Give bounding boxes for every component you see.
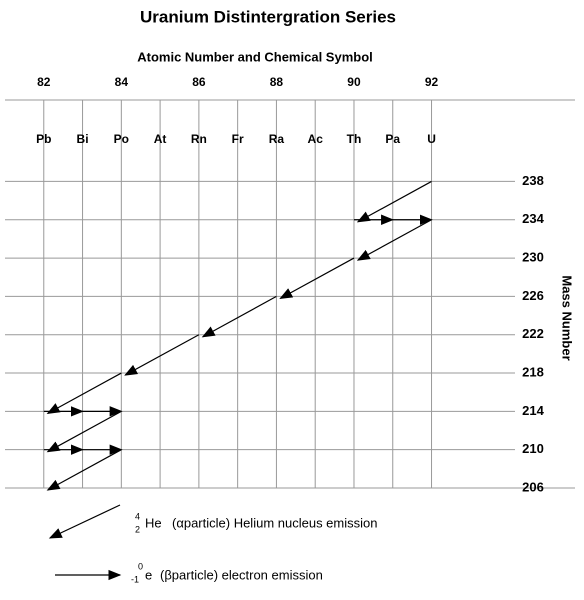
alpha-legend-arrow: [48, 504, 121, 539]
y-tick-label: 230: [522, 250, 544, 265]
x-tick-label: 84: [115, 75, 129, 89]
x-tick-label: 82: [37, 75, 51, 89]
x-tick-label: 88: [270, 75, 284, 89]
element-symbol: At: [154, 132, 167, 146]
x-tick-label: 86: [192, 75, 206, 89]
alpha-sub: 2: [135, 524, 140, 534]
element-symbol: Fr: [232, 132, 244, 146]
y-tick-label: 238: [522, 173, 544, 188]
y-tick-label: 222: [522, 326, 544, 341]
alpha-arrow: [46, 410, 122, 453]
alpha-sup: 4: [135, 511, 140, 521]
y-tick-label: 210: [522, 441, 544, 456]
y-tick-label: 234: [522, 211, 544, 226]
element-symbol: Bi: [77, 132, 89, 146]
beta-symbol: e: [145, 567, 152, 582]
element-symbol: Ra: [269, 132, 285, 146]
alpha-arrow: [46, 449, 122, 491]
element-symbol: Po: [114, 132, 129, 146]
y-tick-label: 218: [522, 364, 544, 379]
element-symbol: Pb: [36, 132, 51, 146]
x-axis-label: Atomic Number and Chemical Symbol: [137, 49, 373, 64]
y-tick-label: 226: [522, 288, 544, 303]
alpha-arrow: [356, 180, 432, 223]
element-symbol: Pa: [385, 132, 400, 146]
y-tick-label: 206: [522, 479, 544, 494]
alpha-arrow: [356, 219, 432, 261]
beta-sub: -1: [131, 574, 139, 584]
alpha-arrow: [279, 257, 355, 300]
x-tick-label: 92: [425, 75, 439, 89]
alpha-arrow: [124, 334, 200, 376]
element-symbol: Th: [347, 132, 362, 146]
legend: 4 2 He (αparticle) Helium nucleus emissi…: [48, 504, 377, 584]
element-symbol: U: [427, 132, 436, 146]
alpha-arrow: [46, 372, 122, 414]
beta-text: (βparticle) electron emission: [160, 567, 323, 582]
x-tick-label: 90: [347, 75, 361, 89]
alpha-arrow: [201, 295, 277, 338]
element-symbol: Ac: [308, 132, 324, 146]
y-axis-label: Mass Number: [560, 275, 575, 360]
element-symbol: Rn: [191, 132, 207, 146]
y-tick-label: 214: [522, 403, 544, 418]
alpha-symbol: He: [145, 515, 162, 530]
title: Uranium Distintergration Series: [140, 7, 396, 26]
beta-sup: 0: [138, 561, 143, 571]
alpha-text: (αparticle) Helium nucleus emission: [172, 515, 377, 530]
